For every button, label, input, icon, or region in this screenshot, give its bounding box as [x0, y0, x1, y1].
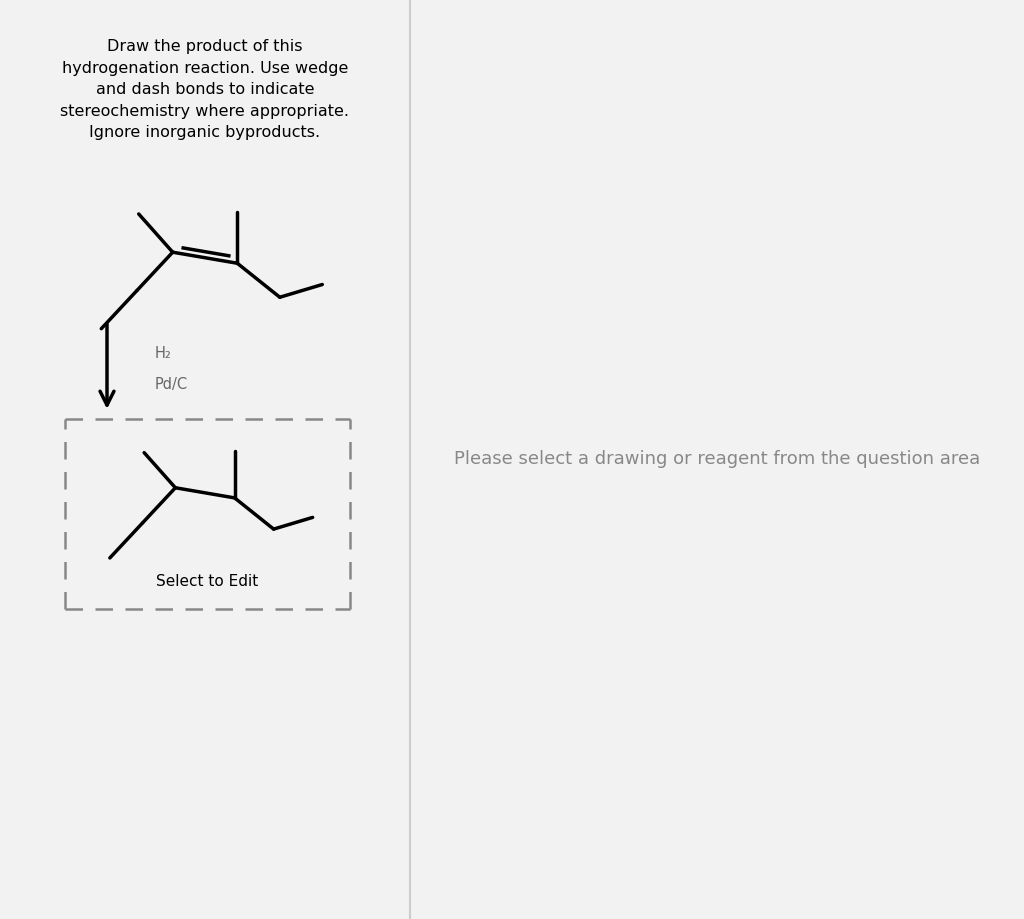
Text: Please select a drawing or reagent from the question area: Please select a drawing or reagent from … [454, 450, 980, 468]
Text: Pd/C: Pd/C [155, 377, 188, 391]
Text: H₂: H₂ [155, 346, 172, 361]
Text: Draw the product of this
hydrogenation reaction. Use wedge
and dash bonds to ind: Draw the product of this hydrogenation r… [60, 39, 349, 141]
Text: Select to Edit: Select to Edit [157, 574, 259, 589]
